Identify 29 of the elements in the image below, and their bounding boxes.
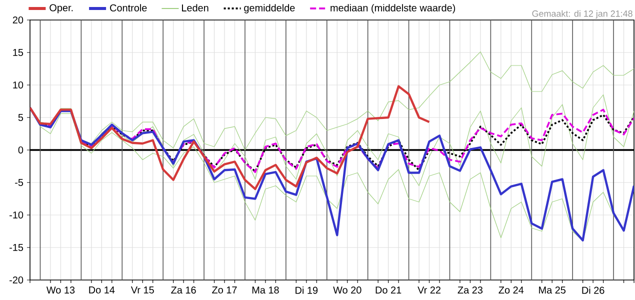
y-tick-label: 20 [12,16,24,24]
y-tick-label: -15 [10,244,24,251]
x-tick-label: Zo 17 [212,286,237,294]
y-tick-label: 5 [18,114,24,121]
legend-label: mediaan (middelste waarde) [330,4,456,14]
x-tick-label: Di 19 [296,286,318,294]
y-tick-label: 0 [18,146,24,154]
x-tick-label: Wo 13 [46,286,75,294]
y-tick-label: -5 [15,179,24,186]
x-tick-label: Za 16 [171,286,196,294]
legend-label: Oper. [50,4,73,14]
text: Gemaakt: di 12 jan 21:48 [532,10,632,19]
x-tick-label: Ma 18 [252,286,279,294]
x-tick-label: Za 23 [458,286,483,294]
x-tick-label: Do 14 [89,286,115,294]
y-tick-label: 15 [13,49,24,56]
legend-label: Leden [182,4,208,12]
y-tick-label: 10 [13,81,24,89]
x-tick-label: Di 26 [582,286,604,294]
x-tick-label: Zo 24 [498,286,524,294]
legend-label: Controle [110,4,147,12]
x-tick-label: Vr 22 [418,286,440,294]
legend-label: gemiddelde [244,4,295,14]
x-tick-label: Vr 15 [130,286,154,294]
y-tick-label: -10 [10,211,24,219]
x-tick-label: Do 21 [376,286,402,294]
x-tick-label: Ma 25 [539,286,566,294]
y-tick-label: -20 [10,276,24,284]
x-tick-label: Wo 20 [333,286,362,294]
